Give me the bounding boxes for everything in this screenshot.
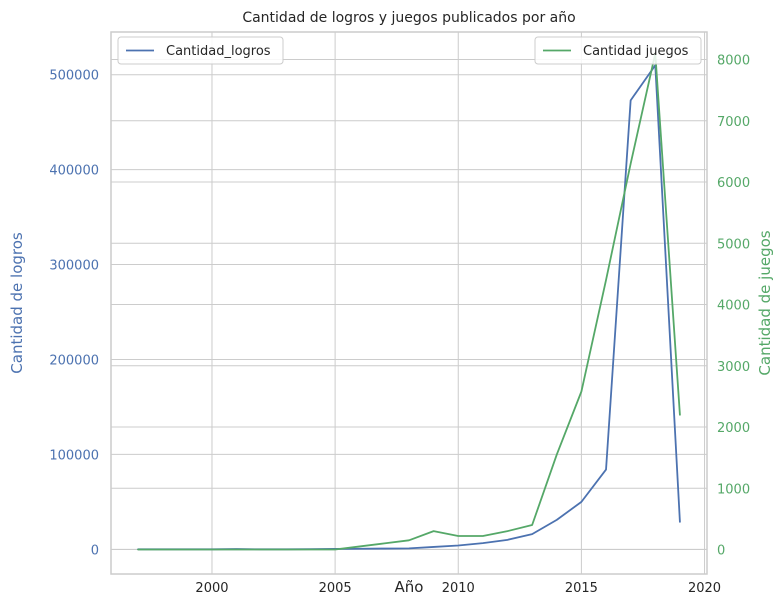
legend-right-label: Cantidad juegos	[583, 44, 689, 59]
x-tick-label: 2005	[319, 581, 352, 596]
legend-left: Cantidad_logros	[117, 36, 284, 65]
x-tick-label: 2020	[688, 581, 721, 596]
left-y-tick-label: 100000	[49, 448, 99, 463]
left-axis-label: Cantidad de logros	[8, 232, 26, 374]
left-y-tick-label: 400000	[49, 164, 99, 179]
plot-frame	[110, 31, 708, 575]
chart-title: Cantidad de logros y juegos publicados p…	[242, 10, 575, 26]
legend-left-box	[117, 36, 284, 65]
left-y-tick-label: 0	[91, 543, 99, 558]
legend-right-box	[534, 36, 702, 65]
right-axis-label: Cantidad de juegos	[756, 230, 774, 375]
left-y-tick-label: 200000	[49, 353, 99, 368]
x-tick-label: 2010	[442, 581, 475, 596]
right-y-tick-label: 7000	[717, 115, 750, 130]
series-line-juegos	[137, 52, 681, 551]
series-layer	[137, 52, 681, 551]
right-y-tick-label: 2000	[717, 421, 750, 436]
legend-right: Cantidad juegos	[534, 36, 702, 65]
right-y-tick-label: 8000	[717, 54, 750, 69]
right-y-tick-label: 1000	[717, 482, 750, 497]
x-tick-label: 2000	[195, 581, 228, 596]
right-y-tick-label: 0	[717, 544, 725, 559]
x-tick-label: 2015	[565, 581, 598, 596]
right-y-tick-label: 4000	[717, 299, 750, 314]
right-y-tick-label: 5000	[717, 237, 750, 252]
left-y-tick-label: 500000	[49, 69, 99, 84]
right-y-tick-label: 3000	[717, 360, 750, 375]
right-y-tick-label: 6000	[717, 176, 750, 191]
legend-left-label: Cantidad_logros	[166, 44, 271, 59]
ticks-layer: 2000 2005 2010 2015 2020 0 100000 200000 300000 4…	[49, 54, 750, 596]
left-y-tick-label: 300000	[49, 259, 99, 274]
x-axis-label: Año	[395, 578, 424, 596]
